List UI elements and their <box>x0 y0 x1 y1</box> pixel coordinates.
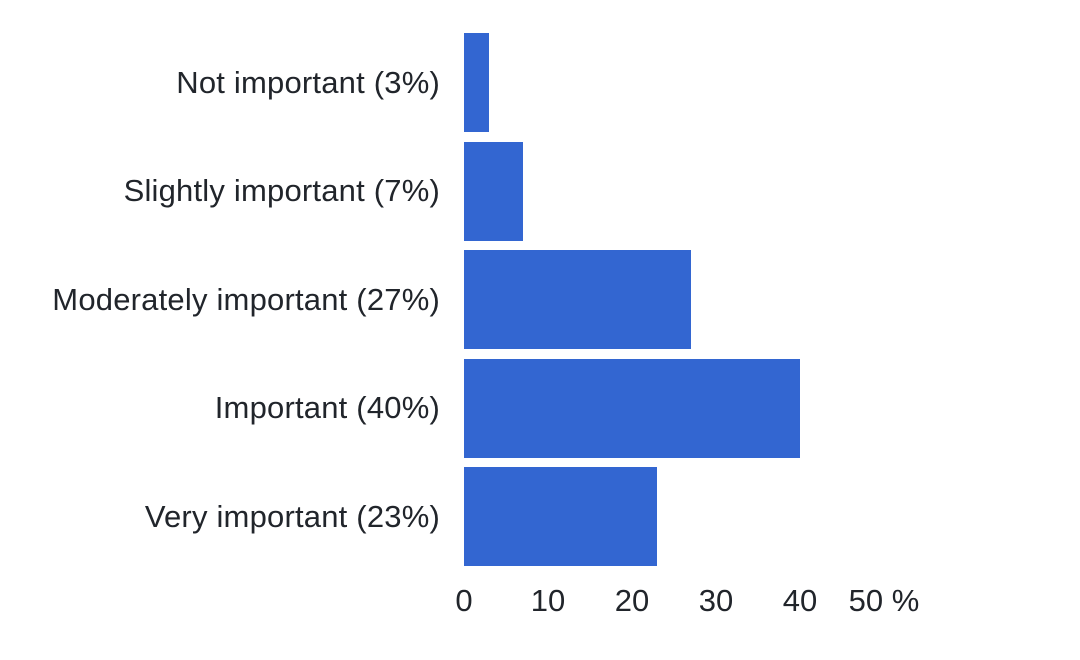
bar <box>464 33 490 132</box>
bar <box>464 141 523 241</box>
bar <box>464 467 658 566</box>
category-label: Slightly important (7%) <box>123 173 440 208</box>
x-axis-tick-label: 40 <box>782 583 818 618</box>
x-axis-tick-label: 20 <box>614 583 650 618</box>
category-label: Not important (3%) <box>176 64 440 100</box>
x-axis-tick-label: 0 <box>455 583 473 618</box>
category-label: Very important (23%) <box>144 498 440 534</box>
x-axis-tick-label: 50 % <box>848 583 920 618</box>
bar <box>464 358 800 458</box>
x-axis-tick-label: 10 <box>530 583 566 618</box>
category-label: Important (40%) <box>214 390 440 425</box>
x-axis-tick-label: 30 <box>698 583 734 618</box>
bar <box>464 250 691 349</box>
category-label: Moderately important (27%) <box>52 281 440 317</box>
